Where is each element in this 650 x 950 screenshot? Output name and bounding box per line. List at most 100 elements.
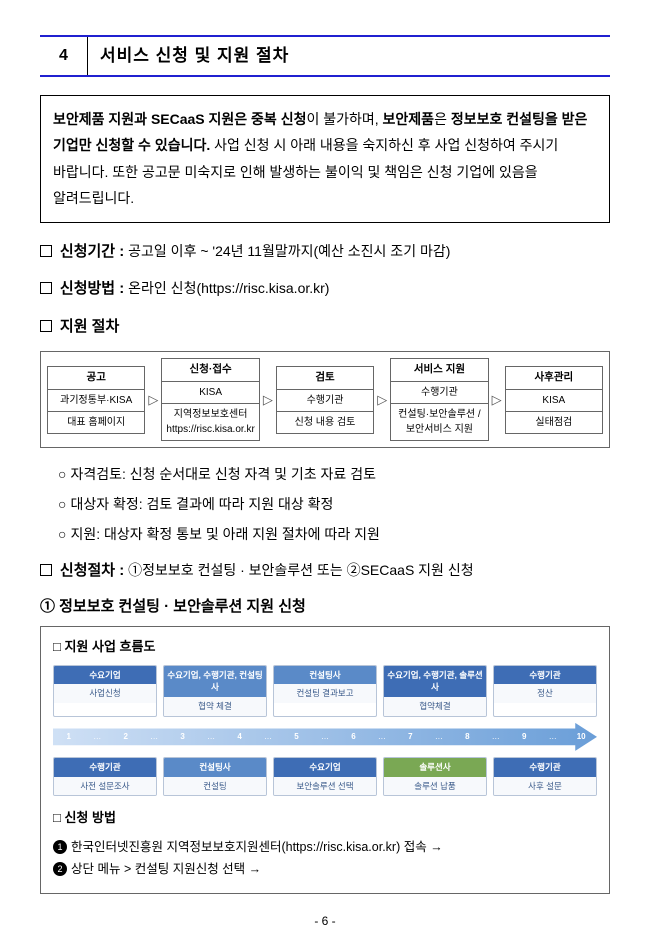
dot-sep: … — [93, 731, 101, 743]
diagram-card: 수행기관사전 설문조사 — [53, 757, 157, 797]
flow-body: 대표 홈페이지 — [48, 412, 144, 433]
procedure-heading: 지원 절차 — [40, 314, 610, 340]
application-period: 신청기간 : 공고일 이후 ~ '24년 11월말까지(예산 소진시 조기 마감… — [40, 239, 610, 265]
arrow-icon: ▷ — [147, 390, 159, 410]
step-dot: 1 — [62, 730, 76, 744]
checkbox-icon — [40, 282, 52, 294]
diagram-card: 수행기관정산 — [493, 665, 597, 717]
flow-step: 서비스 지원수행기관컨설팅·보안솔루션 / 보안서비스 지원 — [390, 358, 488, 441]
card-head: 수행기관 — [494, 666, 596, 685]
checkbox-icon — [40, 320, 52, 332]
card-body: 솔루션 납품 — [384, 777, 486, 796]
checkbox-icon — [40, 564, 52, 576]
method-text: 온라인 신청(https://risc.kisa.or.kr) — [128, 280, 329, 296]
card-body: 협약 체결 — [164, 697, 266, 716]
arrow-bar: 1…2…3…4…5…6…7…8…9…10 — [53, 723, 597, 751]
method-item: 2상단 메뉴 > 컨설팅 지원신청 선택 → — [53, 858, 597, 881]
page-number: - 6 - — [40, 912, 610, 930]
card-head: 수행기관 — [54, 758, 156, 777]
card-head: 컨설팅사 — [274, 666, 376, 685]
application-method: 신청방법 : 온라인 신청(https://risc.kisa.or.kr) — [40, 276, 610, 302]
flow-sub: 과기정통부·KISA — [48, 390, 144, 412]
flow-body: 지역정보보호센터 https://risc.kisa.or.kr — [162, 404, 258, 440]
diagram-card: 수행기관사후 설문 — [493, 757, 597, 797]
card-head: 컨설팅사 — [164, 758, 266, 777]
card-head: 수요기업, 수행기관, 컨설팅사 — [164, 666, 266, 698]
dot-sep: … — [549, 731, 557, 743]
flow-body: 신청 내용 검토 — [277, 412, 373, 433]
flow-step: 사후관리KISA실태점검 — [505, 366, 603, 434]
step-dot: 10 — [574, 730, 588, 744]
card-head: 수요기업 — [54, 666, 156, 685]
step-dot: 7 — [403, 730, 417, 744]
card-body: 사후 설문 — [494, 777, 596, 796]
flow-head: 공고 — [48, 367, 144, 390]
diagram-card: 수요기업사업신청 — [53, 665, 157, 717]
notice-text: 이 불가하며, — [306, 111, 382, 127]
step-dot: 2 — [119, 730, 133, 744]
flow-head: 사후관리 — [506, 367, 602, 390]
procedure-label: 지원 절차 — [60, 318, 119, 335]
card-head: 솔루션사 — [384, 758, 486, 777]
procedure-flow: 공고과기정통부·KISA대표 홈페이지▷신청·접수KISA지역정보보호센터 ht… — [40, 351, 610, 448]
notice-text: 은 — [434, 111, 451, 127]
flow-sub: KISA — [162, 382, 258, 404]
application-procedure: 신청절차 : ①정보보호 컨설팅 · 보안솔루션 또는 ②SECaaS 지원 신… — [40, 558, 610, 584]
flow-sub: 수행기관 — [277, 390, 373, 412]
dot-sep: … — [435, 731, 443, 743]
flow-head: 검토 — [277, 367, 373, 390]
card-head: 수행기관 — [494, 758, 596, 777]
diagram-card: 솔루션사솔루션 납품 — [383, 757, 487, 797]
card-body: 사전 설문조사 — [54, 777, 156, 796]
flow-head: 서비스 지원 — [391, 359, 487, 382]
card-body: 정산 — [494, 684, 596, 703]
dot-sep: … — [378, 731, 386, 743]
dot-sep: … — [150, 731, 158, 743]
flow-step: 검토수행기관신청 내용 검토 — [276, 366, 374, 434]
bullet-item: ○자격검토: 신청 순서대로 신청 자격 및 기초 자료 검토 — [58, 460, 610, 488]
diagram-title: □ 지원 사업 흐름도 — [53, 637, 597, 657]
step-dot: 8 — [460, 730, 474, 744]
procedure-bullets: ○자격검토: 신청 순서대로 신청 자격 및 기초 자료 검토○대상자 확정: … — [58, 460, 610, 548]
diagram-card: 수요기업, 수행기관, 솔루션사협약체결 — [383, 665, 487, 717]
flow-sub: 수행기관 — [391, 382, 487, 404]
diagram-card: 컨설팅사컨설팅 — [163, 757, 267, 797]
flow-diagram-box: □ 지원 사업 흐름도 수요기업사업신청수요기업, 수행기관, 컨설팅사협약 체… — [40, 626, 610, 894]
card-head: 수요기업 — [274, 758, 376, 777]
step-dot: 4 — [233, 730, 247, 744]
proc2-text: ①정보보호 컨설팅 · 보안솔루션 또는 ②SECaaS 지원 신청 — [128, 562, 473, 578]
notice-text: 보안제품 지원과 SECaaS 지원은 중복 신청 — [53, 111, 306, 127]
card-body: 컨설팅 — [164, 777, 266, 796]
card-body: 보안솔루션 선택 — [274, 777, 376, 796]
checkbox-icon — [40, 245, 52, 257]
notice-text: 보안제품 — [383, 111, 435, 127]
proc2-label: 신청절차 : — [60, 562, 124, 579]
flow-step: 공고과기정통부·KISA대표 홈페이지 — [47, 366, 145, 434]
step-dot: 3 — [176, 730, 190, 744]
bullet-item: ○지원: 대상자 확정 통보 및 아래 지원 절차에 따라 지원 — [58, 520, 610, 548]
section-number: 4 — [40, 37, 88, 75]
card-body: 컨설팅 결과보고 — [274, 684, 376, 703]
step-dot: 6 — [346, 730, 360, 744]
dot-sep: … — [264, 731, 272, 743]
flow-sub: KISA — [506, 390, 602, 412]
diagram-card: 수요기업, 수행기관, 컨설팅사협약 체결 — [163, 665, 267, 717]
card-body: 사업신청 — [54, 684, 156, 703]
dot-sep: … — [321, 731, 329, 743]
method-list: 1한국인터넷진흥원 지역정보보호지원센터(https://risc.kisa.o… — [53, 836, 597, 881]
flow-head: 신청·접수 — [162, 359, 258, 382]
card-head: 수요기업, 수행기관, 솔루션사 — [384, 666, 486, 698]
period-label: 신청기간 : — [60, 243, 124, 260]
diagram-card: 컨설팅사컨설팅 결과보고 — [273, 665, 377, 717]
method-heading: □ 신청 방법 — [53, 808, 597, 828]
section-title: 서비스 신청 및 지원 절차 — [88, 37, 610, 75]
flow-body: 컨설팅·보안솔루션 / 보안서비스 지원 — [391, 404, 487, 440]
sub-procedure-title: ① 정보보호 컨설팅 · 보안솔루션 지원 신청 — [40, 596, 610, 619]
step-dot: 5 — [289, 730, 303, 744]
bullet-item: ○대상자 확정: 검토 결과에 따라 지원 대상 확정 — [58, 490, 610, 518]
card-body: 협약체결 — [384, 697, 486, 716]
arrow-icon: ▷ — [491, 390, 503, 410]
dot-sep: … — [207, 731, 215, 743]
section-header: 4 서비스 신청 및 지원 절차 — [40, 35, 610, 77]
flow-step: 신청·접수KISA지역정보보호센터 https://risc.kisa.or.k… — [161, 358, 259, 441]
